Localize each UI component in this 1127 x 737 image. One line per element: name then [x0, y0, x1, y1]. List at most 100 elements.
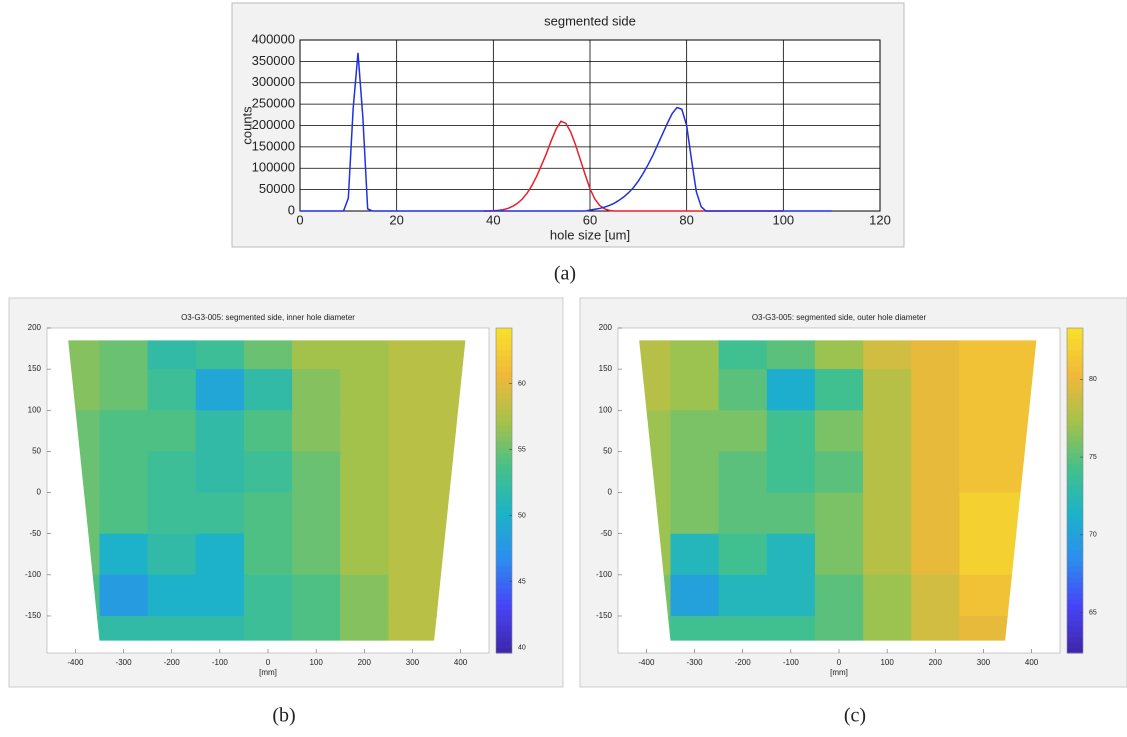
colorbar-step — [1067, 338, 1083, 345]
x-axis-label: hole size [um] — [550, 227, 630, 242]
y-tick-label: 0 — [288, 202, 295, 217]
colorbar-step — [1067, 631, 1083, 638]
x-tick-label: -200 — [735, 658, 752, 667]
x-tick-label: 300 — [406, 658, 420, 667]
y-tick-label: -100 — [25, 570, 42, 579]
colorbar-tick-label: 40 — [518, 645, 526, 652]
y-tick-label: -100 — [596, 570, 613, 579]
colorbar-step — [496, 512, 512, 519]
colorbar-tick-label: 80 — [1089, 376, 1097, 383]
colorbar-step — [1067, 555, 1083, 562]
heat-cell — [436, 340, 466, 370]
colorbar-step — [1067, 376, 1083, 383]
heat-cell — [1007, 340, 1037, 370]
colorbar-step — [496, 517, 512, 524]
y-tick-label: 350000 — [252, 53, 295, 68]
heat-cell — [911, 369, 960, 411]
colorbar-step — [496, 338, 512, 345]
y-axis-label: counts — [239, 106, 254, 145]
x-tick-label: -400 — [638, 658, 655, 667]
colorbar-step — [496, 409, 512, 416]
heat-cell — [99, 410, 149, 452]
colorbar-step — [1067, 420, 1083, 426]
colorbar-step — [1067, 463, 1083, 470]
colorbar-step — [496, 371, 512, 378]
x-tick-label: -300 — [687, 658, 704, 667]
heat-cell — [718, 340, 768, 370]
colorbar-step — [496, 333, 512, 340]
chart-title: segmented side — [544, 13, 636, 28]
colorbar-frame — [495, 327, 513, 654]
heat-cell — [388, 533, 438, 576]
colorbar-step — [1067, 414, 1083, 421]
heat-cell — [292, 340, 341, 370]
colorbar-step — [496, 642, 512, 649]
heat-cell — [863, 492, 912, 535]
colorbar-step — [496, 523, 512, 529]
colorbar-step — [496, 349, 512, 356]
heat-cell — [911, 533, 960, 576]
colorbar-step — [1067, 636, 1083, 643]
y-tick-label: -150 — [25, 611, 42, 620]
colorbar-step — [496, 425, 512, 432]
colorbar-step — [496, 420, 512, 426]
heat-cell — [766, 492, 816, 535]
y-tick-label: -50 — [600, 529, 612, 538]
heat-cell — [195, 410, 245, 452]
heat-cell — [147, 340, 197, 370]
colorbar-step — [1067, 333, 1083, 340]
colorbar-step — [1067, 458, 1083, 464]
heat-cell — [147, 451, 197, 494]
heat-cell — [814, 615, 864, 641]
heat-cell — [292, 492, 341, 535]
x-tick-label: -400 — [67, 658, 84, 667]
heat-cell — [718, 533, 768, 576]
colorbar-step — [496, 382, 512, 389]
colorbar-step — [496, 615, 512, 621]
colorbar-step — [496, 577, 512, 584]
colorbar-tick-label: 60 — [518, 380, 526, 387]
colorbar-step — [1067, 647, 1083, 654]
colorbar-step — [1067, 533, 1083, 540]
colorbar-step — [1067, 409, 1083, 416]
heat-cell — [388, 615, 438, 641]
colorbar-step — [496, 582, 512, 589]
x-axis-label: [mm] — [259, 668, 277, 677]
colorbar-step — [496, 376, 512, 383]
heat-cell — [99, 574, 149, 617]
y-tick-label: 300000 — [252, 74, 295, 89]
heat-cell — [639, 340, 671, 370]
colorbar-step — [496, 631, 512, 638]
heat-cell — [292, 451, 341, 494]
colorbar-step — [496, 365, 512, 372]
colorbar-step — [1067, 371, 1083, 378]
heat-cell — [340, 369, 389, 411]
heat-cell — [718, 615, 768, 641]
colorbar-step — [496, 447, 512, 454]
heat-cell — [814, 574, 864, 617]
heat-cell — [243, 340, 293, 370]
heat-cell — [670, 410, 720, 452]
heat-cell — [863, 369, 912, 411]
heat-cell — [388, 492, 438, 535]
heat-cell — [718, 451, 768, 494]
heat-cell — [718, 369, 768, 411]
colorbar-step — [1067, 642, 1083, 649]
colorbar-step — [496, 604, 512, 611]
heat-cell — [959, 574, 1009, 617]
heat-cell — [340, 533, 389, 576]
colorbar-step — [1067, 403, 1083, 410]
colorbar-step — [1067, 501, 1083, 508]
heat-cell — [959, 410, 1009, 452]
y-tick-label: 0 — [37, 488, 42, 497]
colorbar-step — [1067, 447, 1083, 454]
colorbar-step — [496, 495, 512, 502]
colorbar-tick-label: 50 — [518, 512, 526, 519]
colorbar-step — [1067, 523, 1083, 529]
heat-cell — [718, 410, 768, 452]
heat-cell — [195, 340, 245, 370]
heat-cell — [863, 574, 912, 617]
colorbar-step — [1067, 360, 1083, 367]
heat-cell — [68, 340, 100, 370]
colorbar-step — [1067, 577, 1083, 584]
